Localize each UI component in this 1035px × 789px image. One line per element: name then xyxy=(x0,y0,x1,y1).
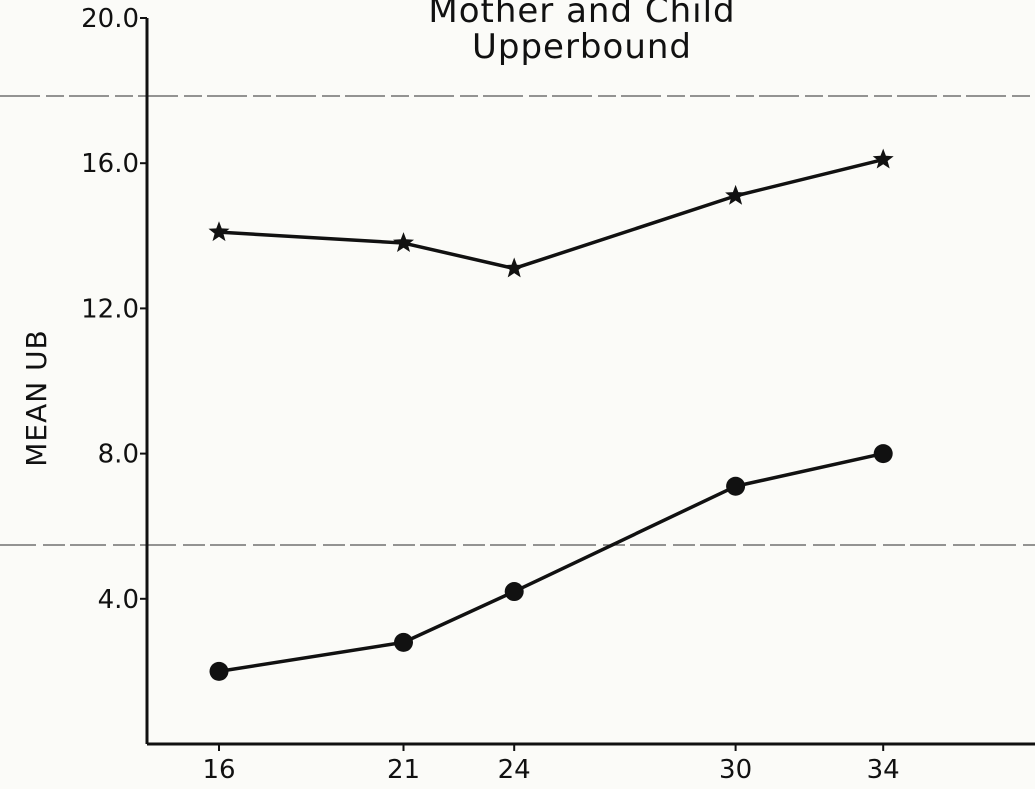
circle-marker xyxy=(209,661,229,681)
circle-marker xyxy=(504,582,524,602)
circle-marker xyxy=(873,444,893,464)
series-line xyxy=(218,451,884,674)
star-marker xyxy=(208,221,230,242)
series-2 xyxy=(209,444,893,681)
x-tick-label: 21 xyxy=(387,755,420,785)
y-axis-label: MEAN UB xyxy=(20,329,53,467)
circle-marker xyxy=(726,476,746,496)
chart-title-line-2: Upperbound xyxy=(472,27,692,67)
series-line xyxy=(218,157,884,271)
y-tick-label: 20.0 xyxy=(81,4,139,34)
y-tick-label: 4.0 xyxy=(98,585,139,615)
axes: 4.0 8.0 12.0 16.0 20.0 16 21 24 30 34 xyxy=(81,4,1035,785)
x-tick-label: 24 xyxy=(498,755,531,785)
x-tick-label: 16 xyxy=(202,755,235,785)
x-tick-label: 30 xyxy=(719,755,752,785)
y-tick-label: 8.0 xyxy=(98,440,139,470)
scan-artifact-lines xyxy=(0,95,1035,546)
series-1 xyxy=(208,148,894,278)
series-layer xyxy=(208,148,894,681)
circle-marker xyxy=(394,632,413,652)
y-tick-label: 12.0 xyxy=(81,294,139,324)
chart-title-line-1: Mother and Child xyxy=(428,0,735,31)
star-marker xyxy=(503,257,525,278)
y-tick-label: 16.0 xyxy=(81,149,139,179)
star-marker xyxy=(872,148,894,169)
star-marker xyxy=(393,232,414,252)
star-marker xyxy=(725,184,747,205)
x-tick-label: 34 xyxy=(867,755,900,785)
